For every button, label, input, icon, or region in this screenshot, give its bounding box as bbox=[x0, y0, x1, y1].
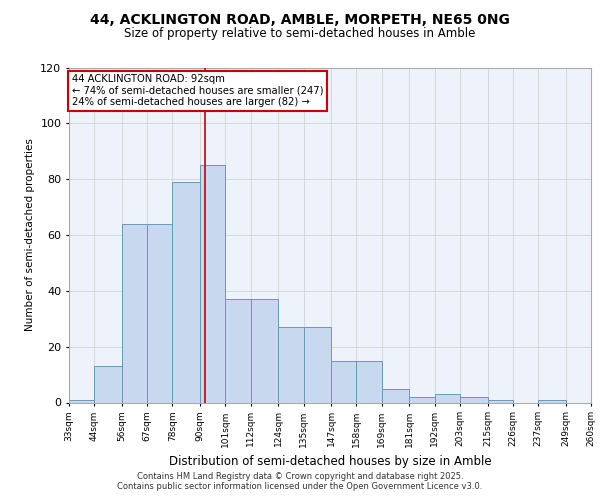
Bar bbox=[460, 397, 488, 402]
Bar bbox=[382, 388, 409, 402]
Bar bbox=[356, 360, 382, 403]
Bar bbox=[226, 299, 251, 403]
Bar bbox=[147, 224, 172, 402]
Bar bbox=[488, 400, 513, 402]
Bar bbox=[251, 299, 278, 403]
Text: 44 ACKLINGTON ROAD: 92sqm
← 74% of semi-detached houses are smaller (247)
24% of: 44 ACKLINGTON ROAD: 92sqm ← 74% of semi-… bbox=[71, 74, 323, 108]
Bar bbox=[331, 360, 356, 403]
Text: Size of property relative to semi-detached houses in Amble: Size of property relative to semi-detach… bbox=[124, 28, 476, 40]
Text: Contains public sector information licensed under the Open Government Licence v3: Contains public sector information licen… bbox=[118, 482, 482, 491]
Y-axis label: Number of semi-detached properties: Number of semi-detached properties bbox=[25, 138, 35, 332]
Bar bbox=[172, 182, 200, 402]
Bar bbox=[538, 400, 566, 402]
Bar bbox=[278, 327, 304, 402]
Bar bbox=[200, 165, 226, 402]
Bar bbox=[591, 400, 600, 402]
Text: Contains HM Land Registry data © Crown copyright and database right 2025.: Contains HM Land Registry data © Crown c… bbox=[137, 472, 463, 481]
Bar bbox=[122, 224, 147, 402]
Bar bbox=[434, 394, 460, 402]
X-axis label: Distribution of semi-detached houses by size in Amble: Distribution of semi-detached houses by … bbox=[169, 455, 491, 468]
Bar bbox=[94, 366, 122, 403]
Bar bbox=[304, 327, 331, 402]
Bar bbox=[69, 400, 94, 402]
Text: 44, ACKLINGTON ROAD, AMBLE, MORPETH, NE65 0NG: 44, ACKLINGTON ROAD, AMBLE, MORPETH, NE6… bbox=[90, 12, 510, 26]
Bar bbox=[409, 397, 434, 402]
